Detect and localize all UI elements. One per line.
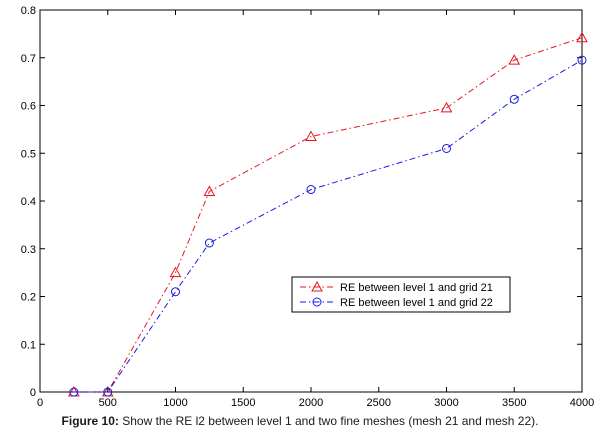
series-layer bbox=[68, 31, 588, 397]
data-point bbox=[442, 143, 451, 153]
x-tick-label: 2500 bbox=[367, 397, 391, 409]
legend-marker bbox=[311, 280, 323, 292]
y-tick-label: 0.7 bbox=[21, 53, 36, 65]
legend-entry: RE between level 1 and grid 21 bbox=[300, 280, 493, 294]
data-point bbox=[203, 185, 216, 196]
y-tick-label: 0.5 bbox=[21, 148, 36, 160]
series-line bbox=[73, 59, 583, 393]
y-tick-label: 0.2 bbox=[21, 292, 36, 304]
data-point bbox=[169, 266, 182, 278]
data-point bbox=[305, 130, 317, 142]
data-point bbox=[306, 185, 316, 195]
data-point bbox=[509, 94, 519, 104]
caption-label: Figure 10: bbox=[61, 414, 119, 428]
plot-frame bbox=[39, 9, 583, 393]
x-tick-label: 4000 bbox=[570, 397, 594, 409]
data-point bbox=[103, 387, 113, 397]
data-point bbox=[69, 387, 79, 397]
x-tick-label: 1500 bbox=[231, 397, 255, 409]
legend-marker bbox=[312, 297, 322, 307]
y-tick-label: 0.3 bbox=[21, 244, 36, 256]
series-2 bbox=[69, 55, 587, 397]
x-tick-label: 0 bbox=[37, 397, 43, 409]
y-tick-label: 0.1 bbox=[21, 339, 36, 351]
x-tick-label: 500 bbox=[99, 397, 117, 409]
data-point bbox=[508, 54, 521, 65]
y-tick-label: 0.6 bbox=[21, 101, 36, 113]
caption-text: Show the RE l2 between level 1 and two f… bbox=[118, 414, 539, 428]
x-tick-label: 3500 bbox=[502, 397, 526, 409]
legend-box bbox=[291, 276, 511, 313]
series-1 bbox=[68, 31, 588, 397]
data-point bbox=[171, 287, 180, 297]
series-line bbox=[73, 37, 583, 393]
plot-area-border bbox=[39, 9, 583, 393]
data-point bbox=[204, 238, 214, 248]
y-tick-label: 0.4 bbox=[21, 196, 36, 208]
x-tick-label: 3000 bbox=[434, 397, 458, 409]
figure-caption: Figure 10: Show the RE l2 between level … bbox=[0, 414, 600, 428]
y-tick-label: 0.8 bbox=[21, 5, 36, 17]
y-tick-label: 0 bbox=[30, 387, 36, 399]
x-tick-label: 2000 bbox=[299, 397, 323, 409]
legend-label: RE between level 1 and grid 21 bbox=[340, 282, 493, 294]
x-tick-label: 1000 bbox=[163, 397, 187, 409]
legend: RE between level 1 and grid 21 RE between… bbox=[291, 276, 511, 313]
legend-entry: RE between level 1 and grid 22 bbox=[300, 297, 493, 309]
data-point bbox=[576, 31, 588, 43]
legend-label: RE between level 1 and grid 22 bbox=[340, 297, 493, 309]
axis-ticks: 0 500 1000 1500 2000 2500 3000 3500 4000 0 0.1 0.2 0… bbox=[21, 5, 595, 409]
data-point bbox=[577, 55, 587, 65]
data-point bbox=[440, 101, 453, 113]
